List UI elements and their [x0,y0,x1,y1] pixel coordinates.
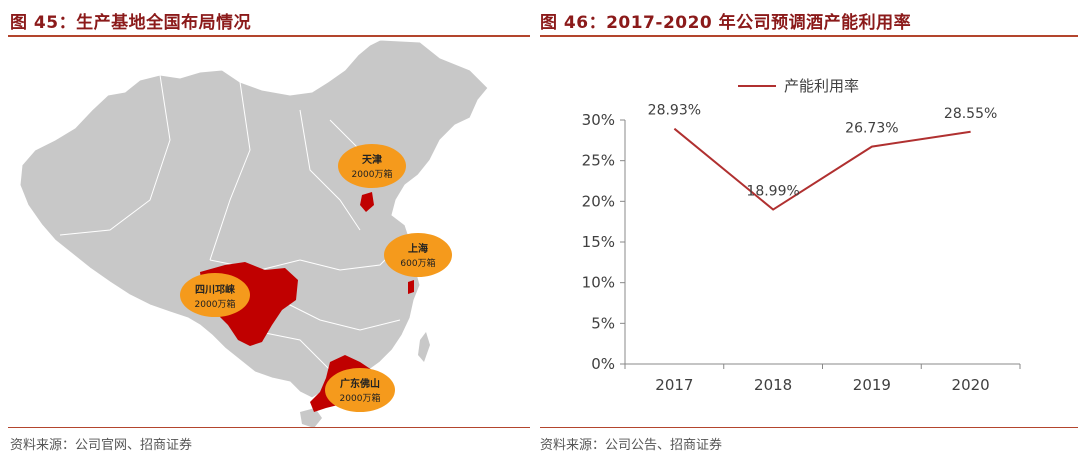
x-tick-label: 2020 [952,376,990,394]
china-mainland-shape [19,39,489,399]
base-name: 广东佛山 [340,377,380,390]
series: 28.93% 18.99% 26.73% 28.55% [648,103,997,211]
legend: 产能利用率 [738,77,859,95]
data-label: 18.99% [746,184,799,200]
base-bubble-shanghai: 上海 600万箱 [384,233,452,277]
map-figure: 图 45：生产基地全国布局情况 天津 2000万箱 [0,0,530,457]
shanghai-region [408,280,414,294]
base-name: 上海 [408,242,428,255]
title-divider [8,35,530,37]
base-capacity: 2000万箱 [352,168,393,180]
x-tick-label: 2018 [754,376,792,394]
base-bubble-sichuan: 四川邛崃 2000万箱 [180,273,250,317]
base-capacity: 2000万箱 [195,298,236,310]
hainan-shape [300,408,322,428]
data-label: 28.93% [648,103,701,119]
base-bubble-tianjin: 天津 2000万箱 [338,144,406,188]
data-label: 28.55% [944,106,997,122]
y-tick-label: 30% [582,111,615,129]
base-capacity: 2000万箱 [340,392,381,404]
base-capacity: 600万箱 [400,257,435,269]
y-tick-label: 0% [591,355,615,373]
x-axis: 2017 2018 2019 2020 [624,363,1021,394]
title-divider [540,35,1078,37]
line-chart: 0% 5% 10% 15% 20% 25% 30% 2017 2018 2019 2020 28.… [582,77,1021,394]
y-tick-label: 15% [582,233,615,251]
base-name: 天津 [362,153,382,166]
source-divider [540,427,1078,428]
base-name: 四川邛崃 [195,283,235,296]
y-tick-label: 25% [582,152,615,170]
series-line [673,127,971,211]
source-divider [8,427,530,428]
tianjin-region [360,192,374,212]
x-tick-label: 2017 [655,376,693,394]
y-tick-label: 10% [582,274,615,292]
data-label: 26.73% [845,121,898,137]
y-tick-label: 5% [591,314,615,332]
base-bubble-guangdong: 广东佛山 2000万箱 [325,368,395,412]
chart-figure-title: 图 46：2017-2020 年公司预调酒产能利用率 [540,13,912,33]
y-axis: 0% 5% 10% 15% 20% 25% 30% [582,111,626,373]
map-figure-title: 图 45：生产基地全国布局情况 [10,13,252,33]
utilization-figure: 图 46：2017-2020 年公司预调酒产能利用率 0% 5% 10% 15% 20%… [540,0,1080,457]
x-tick-label: 2019 [853,376,891,394]
legend-label: 产能利用率 [784,77,859,95]
taiwan-shape [418,332,430,362]
map-source: 资料来源：公司官网、招商证券 [10,438,193,453]
china-map: 天津 2000万箱 上海 600万箱 四川邛崃 2000万箱 广东佛山 2000… [19,39,489,428]
y-tick-label: 20% [582,192,615,210]
chart-source: 资料来源：公司公告、招商证券 [540,438,723,453]
